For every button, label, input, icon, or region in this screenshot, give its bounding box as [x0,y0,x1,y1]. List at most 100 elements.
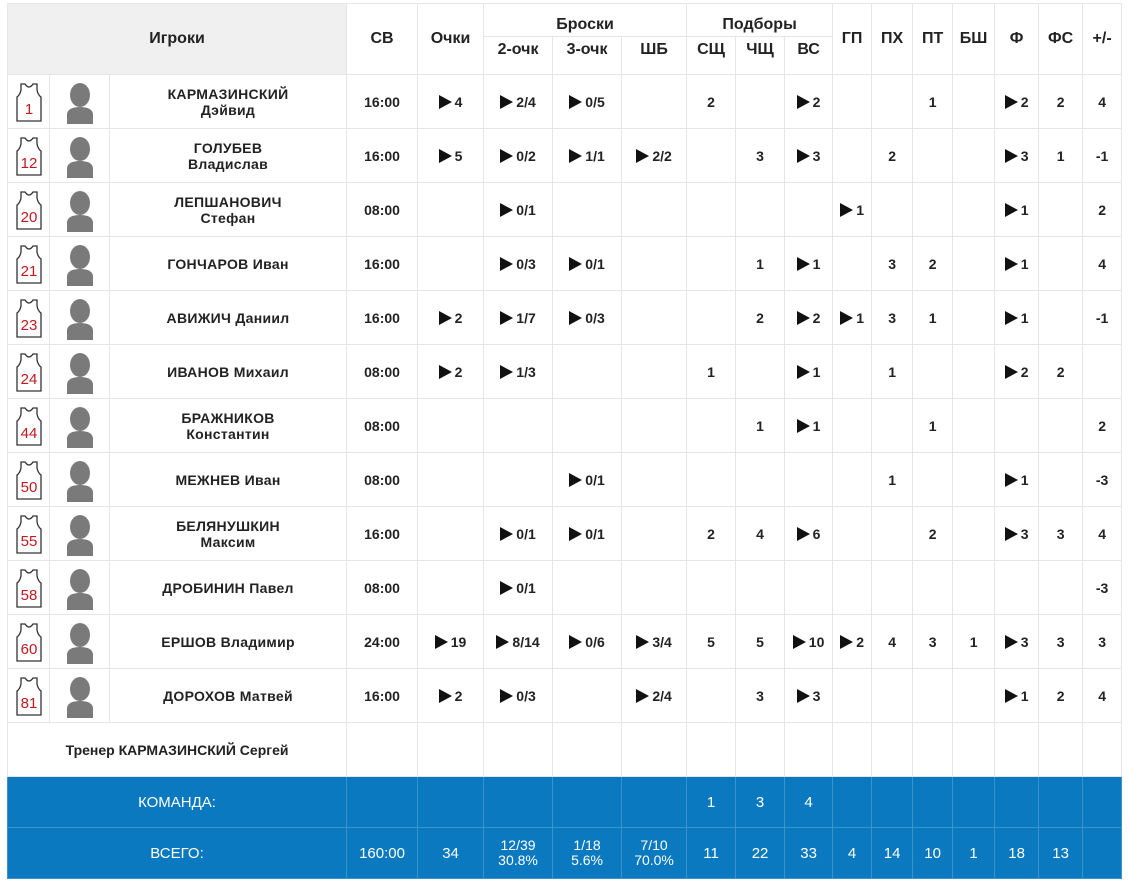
play-icon[interactable] [1004,526,1018,541]
play-icon[interactable] [636,634,650,649]
stat-cell: 2 [784,290,834,345]
play-icon[interactable] [500,148,514,163]
play-icon[interactable] [1004,364,1018,379]
stat-cell: 3 [1038,506,1084,561]
play-triangle [796,310,810,325]
play-icon[interactable] [1004,634,1018,649]
play-icon[interactable] [792,634,806,649]
play-icon[interactable] [569,148,583,163]
photo-head [69,460,90,485]
play-icon[interactable] [840,634,854,649]
play-icon[interactable] [796,94,810,109]
stat-cell [952,128,996,183]
stat-value: 0/1 [585,525,605,542]
play-icon[interactable] [569,634,583,649]
play-icon[interactable] [796,310,810,325]
play-icon[interactable] [438,310,452,325]
play-icon[interactable] [438,364,452,379]
play-icon[interactable] [500,202,514,217]
play-icon[interactable] [438,688,452,703]
stat-cell [552,560,623,615]
jersey-number: 23 [20,317,37,334]
play-icon[interactable] [796,148,810,163]
player-photo [66,82,93,124]
play-triangle [796,688,810,703]
play-icon[interactable] [500,688,514,703]
stat-value: 1/7 [516,309,536,326]
play-icon[interactable] [796,526,810,541]
play-icon[interactable] [500,94,514,109]
table-header: Игроки СВ Очки Броски Подборы ГП ПХ ПТ Б… [6,3,1123,75]
play-icon[interactable] [1004,256,1018,271]
stat-cell [832,776,873,828]
play-triangle [569,256,583,271]
play-icon[interactable] [438,148,452,163]
stat-cell: -1 [1082,128,1123,183]
stat-value: 2 [707,93,715,110]
stat-cell: 1 [994,182,1040,237]
play-icon[interactable] [496,634,510,649]
play-icon[interactable] [569,310,583,325]
stat-cell: 2 [912,506,954,561]
player-surname: МЕЖНЕВ [175,471,241,488]
play-icon[interactable] [1004,202,1018,217]
stat-cell [1082,776,1123,828]
play-icon[interactable] [434,634,448,649]
stat-pct: 30.8% [498,852,538,868]
play-icon[interactable] [840,310,854,325]
jersey-number: 21 [20,263,37,280]
jersey-cell: 23 [7,290,50,345]
header-col: Ф [994,3,1040,75]
stat-cell: 4 [832,827,873,879]
play-icon[interactable] [796,418,810,433]
play-icon[interactable] [796,688,810,703]
stat-cell [952,344,996,399]
player-photo [66,568,93,610]
stat-cell: 3 [735,128,786,183]
stat-value: 0/1 [516,579,536,596]
play-triangle [1004,472,1018,487]
play-triangle [1004,310,1018,325]
photo-body [66,430,93,448]
stat-value: 4 [454,93,463,110]
play-icon[interactable] [500,256,514,271]
stat-value: 08:00 [364,201,400,218]
play-icon[interactable] [569,526,583,541]
stat-cell: 1 [784,236,834,291]
photo-cell [49,668,110,723]
play-icon[interactable] [1004,310,1018,325]
stat-cell: 10 [912,827,954,879]
play-icon[interactable] [636,688,650,703]
stat-cell: 1 [686,776,737,828]
play-icon[interactable] [1004,94,1018,109]
stat-cell: 08:00 [346,344,419,399]
play-icon[interactable] [500,310,514,325]
stat-value: 3 [756,147,764,164]
stat-value: 5 [707,633,715,650]
stat-cell [621,776,688,828]
stat-cell: 3 [871,236,914,291]
play-icon[interactable] [636,148,650,163]
play-icon[interactable] [1004,148,1018,163]
play-triangle [496,634,510,649]
play-icon[interactable] [569,94,583,109]
stat-cell: 4 [417,74,485,129]
player-given-name: Иван [244,471,281,488]
play-icon[interactable] [796,256,810,271]
play-icon[interactable] [840,202,854,217]
play-icon[interactable] [1004,688,1018,703]
play-icon[interactable] [500,364,514,379]
stat-cell [871,182,914,237]
play-icon[interactable] [569,472,583,487]
play-icon[interactable] [500,580,514,595]
play-icon[interactable] [438,94,452,109]
play-icon[interactable] [500,526,514,541]
player-photo [66,676,93,718]
jersey: 58 [15,568,42,608]
play-triangle [1004,148,1018,163]
play-icon[interactable] [569,256,583,271]
play-icon[interactable] [796,364,810,379]
coach-row: Тренер КАРМАЗИНСКИЙ Сергей [6,722,1123,777]
play-icon[interactable] [1004,472,1018,487]
player-given-name: Михаил [233,363,289,380]
